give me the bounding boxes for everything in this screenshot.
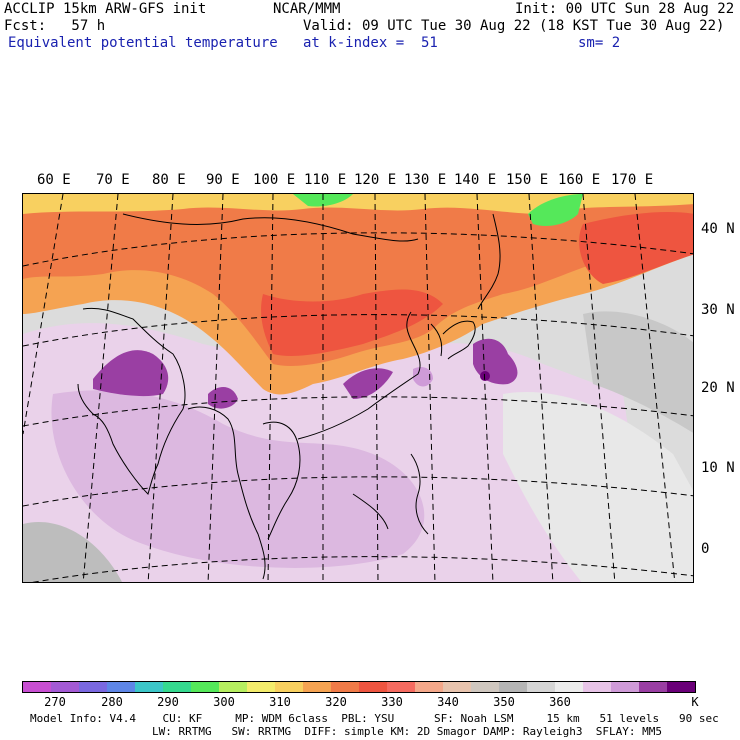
center-label: NCAR/MMM — [273, 1, 341, 17]
colorbar-swatch — [443, 682, 471, 692]
level-info: at k-index = 51 — [303, 35, 438, 51]
colorbar-swatch — [555, 682, 583, 692]
colorbar-swatch — [471, 682, 499, 692]
valid-time: Valid: 09 UTC Tue 30 Aug 22 (18 KST Tue … — [303, 18, 725, 34]
colorbar-swatch — [667, 682, 695, 692]
indian-ocean-patch — [23, 522, 122, 582]
colorbar-tick: 360 — [549, 695, 571, 709]
colorbar-swatch — [135, 682, 163, 692]
colorbar-swatch — [303, 682, 331, 692]
colorbar-swatch — [79, 682, 107, 692]
lon-label: 100 E — [253, 172, 296, 188]
coastlines — [77, 213, 501, 580]
lat-label: 10 N — [701, 460, 735, 476]
colorbar-swatch — [387, 682, 415, 692]
colorbar-tick: 330 — [381, 695, 403, 709]
colorbar-swatch — [359, 682, 387, 692]
colorbar-swatch — [639, 682, 667, 692]
colorbar-tick: 270 — [44, 695, 66, 709]
colorbar-swatch — [275, 682, 303, 692]
colorbar-swatch — [527, 682, 555, 692]
colorbar-swatch — [23, 682, 51, 692]
lon-label: 110 E — [304, 172, 347, 188]
monsoon-region — [51, 390, 425, 568]
map-canvas — [23, 194, 693, 582]
colorbar-tick: 300 — [213, 695, 235, 709]
red-core-china — [261, 289, 443, 356]
colorbar-swatch — [163, 682, 191, 692]
colorbar-swatch — [51, 682, 79, 692]
high-thetae-south-china — [343, 368, 393, 399]
lon-label: 150 E — [506, 172, 549, 188]
init-time: Init: 00 UTC Sun 28 Aug 22 — [515, 1, 735, 17]
colorbar-swatch — [107, 682, 135, 692]
north-pacific-grey — [583, 311, 693, 433]
theta-e-map — [22, 193, 694, 583]
high-thetae-taiwan — [413, 367, 433, 387]
forecast-hour: Fcst: 57 h — [4, 18, 106, 34]
field-name: Equivalent potential temperature — [8, 35, 278, 51]
lat-label: 40 N — [701, 221, 735, 237]
colorbar-swatch — [191, 682, 219, 692]
high-thetae-tibet — [93, 350, 169, 397]
colorbar-tick: 340 — [437, 695, 459, 709]
colorbar-swatch — [611, 682, 639, 692]
colorbar-swatch — [583, 682, 611, 692]
lon-label: 140 E — [454, 172, 497, 188]
colorbar-unit: K — [691, 695, 699, 709]
lon-label: 60 E — [37, 172, 71, 188]
colorbar — [22, 681, 696, 693]
colorbar-tick: 350 — [493, 695, 515, 709]
colorbar-tick: 280 — [101, 695, 123, 709]
lat-label: 30 N — [701, 302, 735, 318]
cool-spot-manchuria — [528, 194, 583, 226]
lat-label: 0 — [701, 541, 710, 557]
ocean-dry-patch — [503, 392, 693, 582]
cool-spot-mongolia — [293, 194, 353, 207]
lon-label: 70 E — [96, 172, 130, 188]
lon-label: 160 E — [558, 172, 601, 188]
smoothing-info: sm= 2 — [578, 35, 621, 51]
red-core-pacific — [579, 212, 693, 284]
yellow-band — [23, 194, 693, 214]
colorbar-tick: 320 — [325, 695, 347, 709]
high-thetae-myanmar — [208, 387, 238, 409]
graticule — [23, 194, 693, 582]
lon-label: 170 E — [611, 172, 654, 188]
lat-label: 20 N — [701, 380, 735, 396]
typhoon-core — [480, 371, 490, 381]
lon-label: 90 E — [206, 172, 240, 188]
lon-label: 130 E — [404, 172, 447, 188]
colorbar-swatch — [499, 682, 527, 692]
lon-label: 80 E — [152, 172, 186, 188]
model-title: ACCLIP 15km ARW-GFS init — [4, 1, 207, 17]
colorbar-swatch — [247, 682, 275, 692]
model-info-line2: LW: RRTMG SW: RRTMG DIFF: simple KM: 2D … — [152, 725, 662, 738]
colorbar-swatch — [415, 682, 443, 692]
colorbar-swatch — [331, 682, 359, 692]
model-info-line1: Model Info: V4.4 CU: KF MP: WDM 6class P… — [30, 712, 719, 725]
colorbar-swatch — [219, 682, 247, 692]
colorbar-tick: 290 — [157, 695, 179, 709]
colorbar-tick: 310 — [269, 695, 291, 709]
lon-label: 120 E — [354, 172, 397, 188]
